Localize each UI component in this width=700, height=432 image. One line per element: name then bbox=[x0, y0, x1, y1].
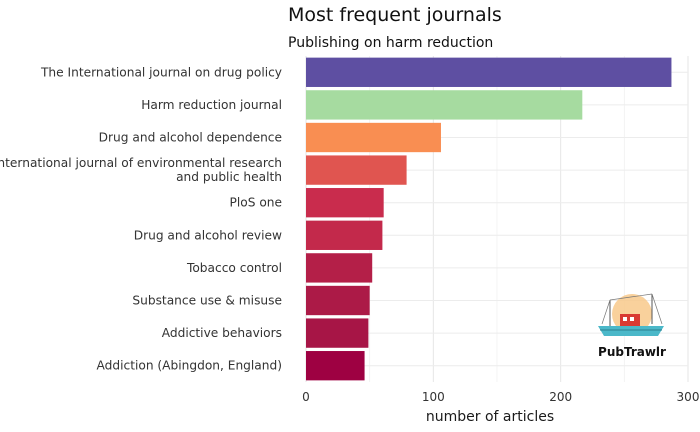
bar bbox=[306, 122, 441, 153]
bar bbox=[306, 285, 370, 316]
bar bbox=[306, 220, 383, 250]
pubtrawlr-logo: PubTrawlr bbox=[598, 293, 666, 359]
y-tick-label: Drug and alcohol review bbox=[134, 228, 282, 242]
fishing-boat-icon bbox=[598, 293, 664, 336]
bar bbox=[306, 57, 672, 87]
y-tick-label: International journal of environmental r… bbox=[0, 156, 282, 184]
bar bbox=[306, 318, 369, 348]
x-tick-label: 200 bbox=[549, 390, 572, 404]
y-tick-label: Tobacco control bbox=[186, 261, 282, 275]
y-tick-label: PloS one bbox=[230, 196, 282, 210]
bar bbox=[306, 188, 384, 218]
chart-title: Most frequent journals bbox=[288, 4, 502, 26]
x-axis-title: number of articles bbox=[426, 409, 554, 425]
x-tick-label: 100 bbox=[422, 390, 445, 404]
bar bbox=[306, 155, 407, 185]
bar bbox=[306, 253, 373, 283]
x-tick-label: 300 bbox=[677, 390, 700, 404]
y-tick-label: Addiction (Abingdon, England) bbox=[97, 359, 282, 373]
bar bbox=[306, 351, 365, 381]
x-tick-labels: 0 100 200 300 bbox=[302, 390, 699, 404]
y-tick-label: The International journal on drug policy bbox=[40, 65, 282, 79]
logo-text: PubTrawlr bbox=[598, 345, 666, 359]
x-tick-label: 0 bbox=[302, 390, 310, 404]
chart-subtitle: Publishing on harm reduction bbox=[288, 35, 494, 51]
bar bbox=[306, 90, 583, 120]
y-tick-label: Drug and alcohol dependence bbox=[99, 131, 282, 145]
bars bbox=[306, 57, 672, 381]
y-tick-labels: The International journal on drug policy… bbox=[0, 65, 282, 372]
y-tick-label: Addictive behaviors bbox=[162, 326, 282, 340]
y-tick-label: Harm reduction journal bbox=[141, 98, 282, 112]
y-tick-label: Substance use & misuse bbox=[132, 294, 282, 308]
